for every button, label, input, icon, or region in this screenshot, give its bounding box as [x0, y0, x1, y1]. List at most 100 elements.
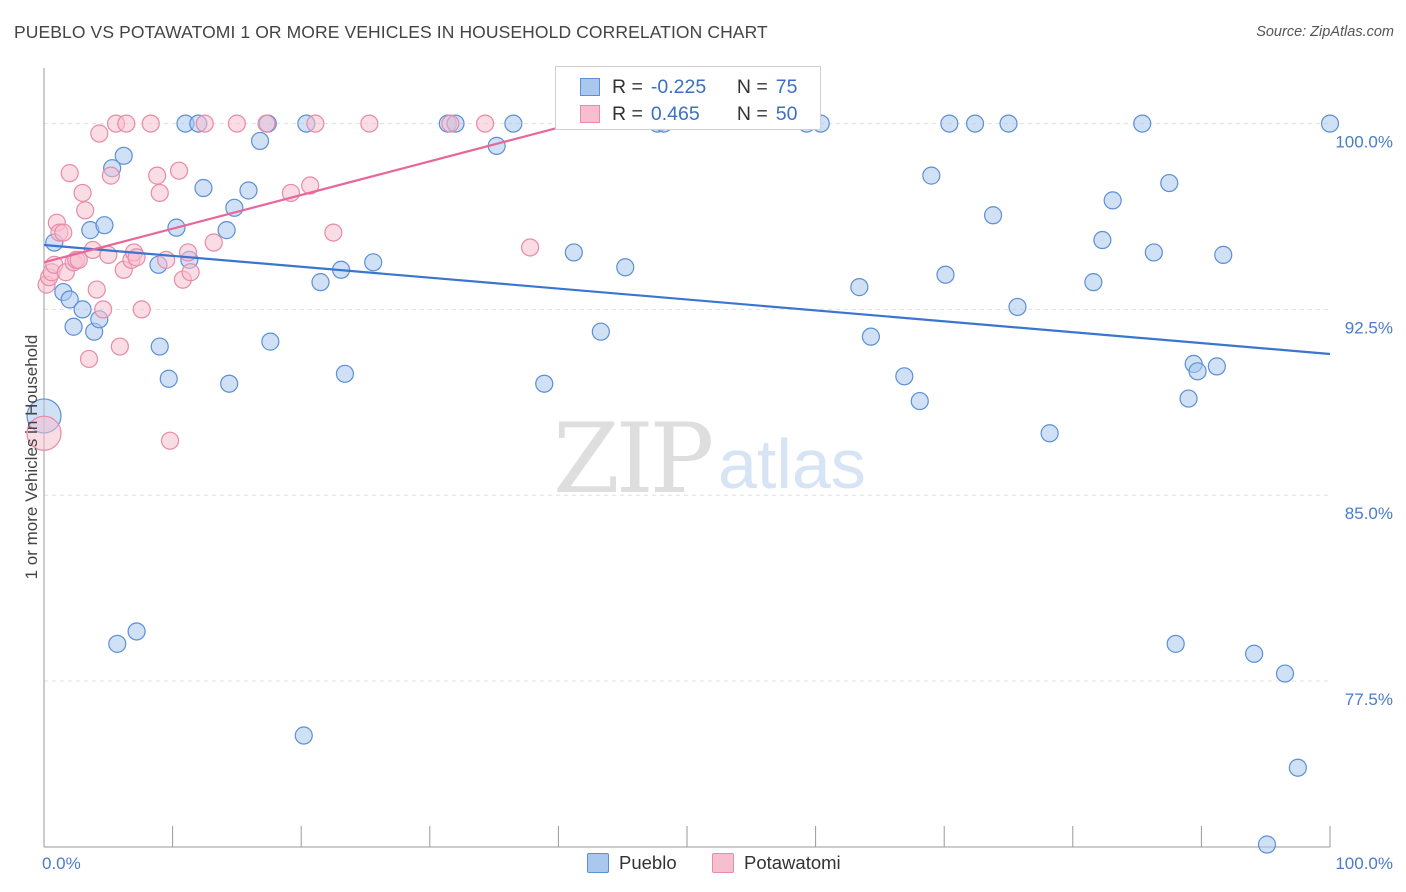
watermark-atlas: atlas — [718, 425, 866, 503]
potawatomi-point-50 — [521, 238, 540, 257]
potawatomi-point-9 — [60, 164, 79, 183]
pueblo-point-75 — [1320, 114, 1340, 133]
potawatomi-point-18 — [90, 124, 109, 143]
legend-item-potawatomi[interactable]: Potawatomi — [712, 852, 841, 874]
pueblo-point-57 — [1008, 297, 1027, 317]
pueblo-trend-line — [43, 243, 1331, 356]
pueblo-point-9 — [95, 216, 114, 235]
potawatomi-point-15 — [79, 349, 99, 369]
potawatomi-point-12 — [69, 250, 88, 269]
y-tick-label-0: 100.0% — [1335, 133, 1393, 152]
trend-lines — [43, 122, 1331, 356]
legend-item-pueblo[interactable]: Pueblo — [587, 852, 677, 874]
pueblo-point-73 — [1275, 664, 1295, 683]
legend-n-value-pueblo: 75 — [775, 75, 798, 98]
legend-label-pueblo: Pueblo — [619, 852, 677, 873]
potawatomi-point-19 — [94, 300, 113, 319]
legend-swatch-pueblo — [587, 853, 609, 873]
pueblo-point-69 — [1207, 357, 1226, 376]
y-tick-label-2: 85.0% — [1345, 504, 1393, 523]
stats-legend: R = -0.225 N = 75 R = 0.465 N = 50 — [555, 66, 821, 130]
pueblo-point-74 — [1288, 758, 1307, 777]
y-tick-label-1: 92.5% — [1345, 318, 1393, 337]
legend-n-label: N = — [736, 102, 768, 125]
pueblo-point-29 — [294, 726, 313, 745]
pueblo-point-71 — [1245, 644, 1264, 663]
potawatomi-point-44 — [301, 176, 320, 195]
pueblo-point-21 — [194, 178, 213, 198]
legend-r-label: R = — [612, 75, 643, 98]
watermark-zip: ZIP — [553, 403, 712, 515]
legend-swatch-potawatomi — [712, 853, 734, 873]
potawatomi-point-17 — [87, 280, 106, 299]
watermark: ZIP atlas — [553, 403, 866, 515]
pueblo-point-39 — [535, 374, 554, 393]
pueblo-point-59 — [1084, 273, 1103, 292]
legend-row-pueblo: R = -0.225 N = 75 — [580, 73, 797, 101]
potawatomi-trend-line — [43, 122, 575, 264]
potawatomi-point-38 — [181, 263, 200, 282]
pueblo-point-33 — [335, 364, 355, 383]
pueblo-point-23 — [220, 374, 239, 393]
potawatomi-point-41 — [227, 114, 246, 133]
pueblo-point-48 — [861, 327, 880, 346]
pueblo-point-47 — [850, 278, 869, 297]
legend-r-value-potawatomi: 0.465 — [650, 102, 700, 125]
legend-swatch-pueblo — [580, 78, 600, 96]
pueblo-point-51 — [922, 166, 941, 185]
potawatomi-point-32 — [150, 183, 169, 203]
pueblo-point-60 — [1093, 230, 1112, 250]
pueblo-point-54 — [965, 114, 985, 133]
potawatomi-point-39 — [195, 114, 214, 133]
pueblo-point-49 — [895, 367, 914, 386]
potawatomi-point-31 — [148, 166, 167, 185]
pueblo-point-22 — [217, 221, 236, 240]
potawatomi-point-30 — [141, 114, 160, 133]
potawatomi-point-35 — [169, 161, 189, 180]
pueblo-point-53 — [940, 114, 959, 133]
pueblo-point-28 — [261, 332, 280, 351]
potawatomi-point-25 — [117, 114, 136, 133]
chart-title: PUEBLO VS POTAWATOMI 1 OR MORE VEHICLES … — [14, 22, 768, 42]
legend-n-value-potawatomi: 50 — [775, 102, 798, 125]
pueblo-point-40 — [564, 243, 583, 262]
potawatomi-point-29 — [132, 300, 151, 319]
potawatomi-point-46 — [324, 223, 343, 242]
pueblo-point-3 — [60, 290, 79, 309]
potawatomi-point-42 — [257, 114, 276, 133]
pueblo-point-31 — [311, 273, 330, 292]
legend-r-value-pueblo: -0.225 — [650, 75, 707, 98]
potawatomi-point-34 — [160, 431, 180, 450]
pueblo-point-38 — [504, 114, 523, 133]
potawatomi-point-13 — [73, 183, 92, 203]
potawatomi-point-23 — [110, 337, 129, 356]
y-tick-labels: 100.0% 92.5% 85.0% 77.5% — [1335, 133, 1393, 709]
pueblo-point-70 — [1214, 245, 1233, 264]
potawatomi-point-14 — [76, 201, 95, 220]
pueblo-point-4 — [64, 317, 83, 336]
pueblo-point-56 — [999, 114, 1018, 133]
pueblo-point-15 — [150, 337, 169, 356]
potawatomi-point-40 — [204, 233, 223, 252]
pueblo-point-58 — [1040, 424, 1059, 443]
legend-n-label: N = — [736, 75, 768, 98]
legend-row-potawatomi: R = 0.465 N = 50 — [580, 100, 797, 128]
legend-swatch-potawatomi — [580, 105, 600, 123]
potawatomi-point-21 — [101, 166, 120, 185]
pueblo-point-13 — [127, 622, 146, 641]
y-axis-label: 1 or more Vehicles in Household — [22, 335, 41, 580]
series-legend: Pueblo Potawatomi — [0, 852, 1406, 878]
potawatomi-point-47 — [360, 114, 379, 133]
potawatomi-point-49 — [475, 114, 495, 133]
pueblo-point-25 — [239, 181, 258, 200]
pueblo-point-41 — [591, 322, 610, 341]
x-tick-label-0: 0.0% — [42, 854, 81, 873]
x-tick-label-1: 100.0% — [1335, 854, 1393, 873]
potawatomi-point-7 — [54, 223, 73, 242]
pueblo-point-42 — [616, 258, 635, 277]
y-tick-label-3: 77.5% — [1345, 690, 1393, 709]
pueblo-point-34 — [364, 253, 383, 272]
pueblo-point-65 — [1166, 634, 1185, 653]
pueblo-point-61 — [1103, 191, 1122, 210]
